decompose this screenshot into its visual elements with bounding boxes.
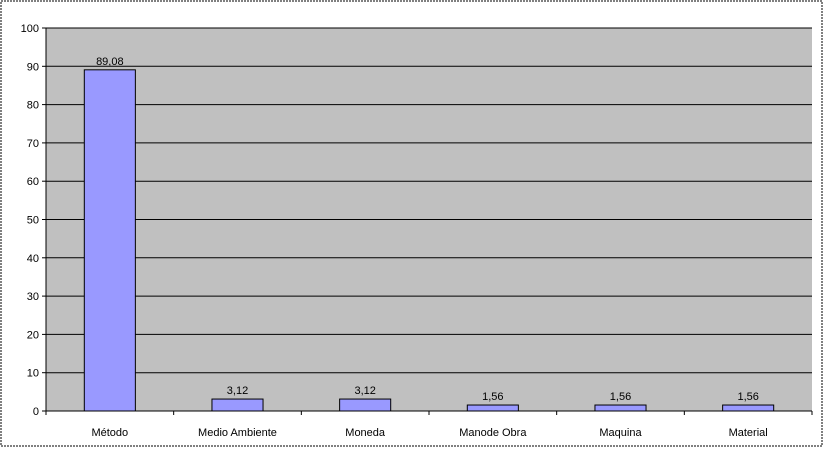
bar-data-label: 89,08: [96, 56, 124, 68]
bar-data-label: 3,12: [354, 385, 375, 397]
y-tick-label: 100: [21, 23, 39, 35]
x-tick-label: Maquina: [599, 427, 642, 439]
bar: [722, 404, 775, 412]
x-axis-ticks: Método Medio Ambiente Moneda Manode Obra Maq…: [45, 411, 813, 439]
bar: [83, 69, 136, 412]
bar: [211, 398, 264, 412]
y-tick-label: 60: [27, 176, 39, 188]
data-labels: 89,08 3,12 3,12 1,56 1,56 1,56: [96, 56, 759, 403]
y-tick-label: 0: [33, 406, 39, 418]
x-tick-label: Moneda: [345, 427, 386, 439]
bar: [466, 404, 519, 412]
y-tick-label: 70: [27, 138, 39, 150]
y-tick-label: 40: [27, 253, 39, 265]
y-tick-label: 50: [27, 215, 39, 227]
y-tick-label: 10: [27, 368, 39, 380]
x-tick-label: Material: [729, 427, 768, 439]
y-tick-label: 20: [27, 329, 39, 341]
x-tick-label: Manode Obra: [459, 427, 527, 439]
x-tick-label: Método: [91, 427, 128, 439]
x-tick-label: Medio Ambiente: [198, 427, 277, 439]
y-tick-label: 30: [27, 291, 39, 303]
gridlines: [46, 27, 812, 374]
bar-data-label: 1,56: [737, 391, 758, 403]
bar: [594, 404, 647, 412]
y-tick-label: 90: [27, 61, 39, 73]
bars: [83, 69, 775, 412]
y-tick-label: 80: [27, 100, 39, 112]
y-axis-ticks: 0 10 20 30 40 50 60 70 80 90 100: [21, 23, 46, 418]
bar-data-label: 1,56: [610, 391, 631, 403]
bar: [339, 398, 392, 412]
bar-data-label: 1,56: [482, 391, 503, 403]
bar-data-label: 3,12: [227, 385, 248, 397]
